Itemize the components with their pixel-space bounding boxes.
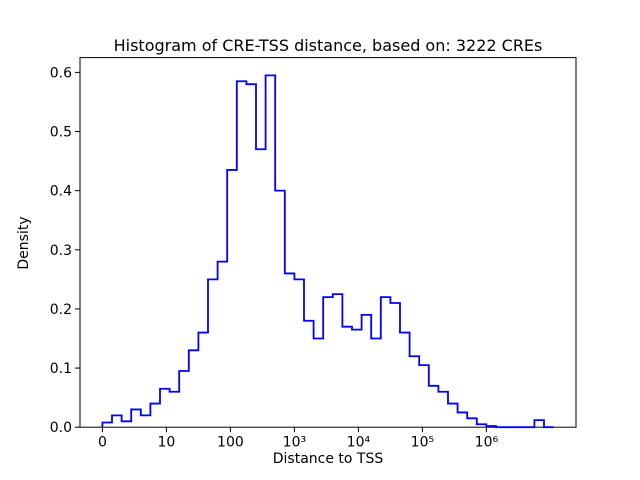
x-tick-label: 0 [98,435,107,451]
x-tick-label: 10³ [283,435,306,451]
x-tick-label: 10⁶ [475,435,499,451]
x-tick-label: 100 [217,435,244,451]
axes-frame [79,57,577,428]
y-tick-label: 0.3 [50,243,72,259]
y-tick-label: 0.5 [50,125,72,141]
y-tick-label: 0.2 [50,302,72,318]
x-tick-label: 10⁵ [411,435,434,451]
y-axis-label: Density [16,216,32,270]
y-tick-label: 0.6 [50,65,72,81]
histogram-step-line [101,74,554,429]
y-tick-label: 0.1 [50,361,72,377]
x-tick-label: 10⁴ [347,435,371,451]
x-axis-label: Distance to TSS [272,451,384,467]
chart-title: Histogram of CRE-TSS distance, based on:… [113,36,543,55]
y-tick-label: 0.0 [50,420,72,436]
x-tick-label: 10 [157,435,175,451]
y-tick-label: 0.4 [50,184,72,200]
